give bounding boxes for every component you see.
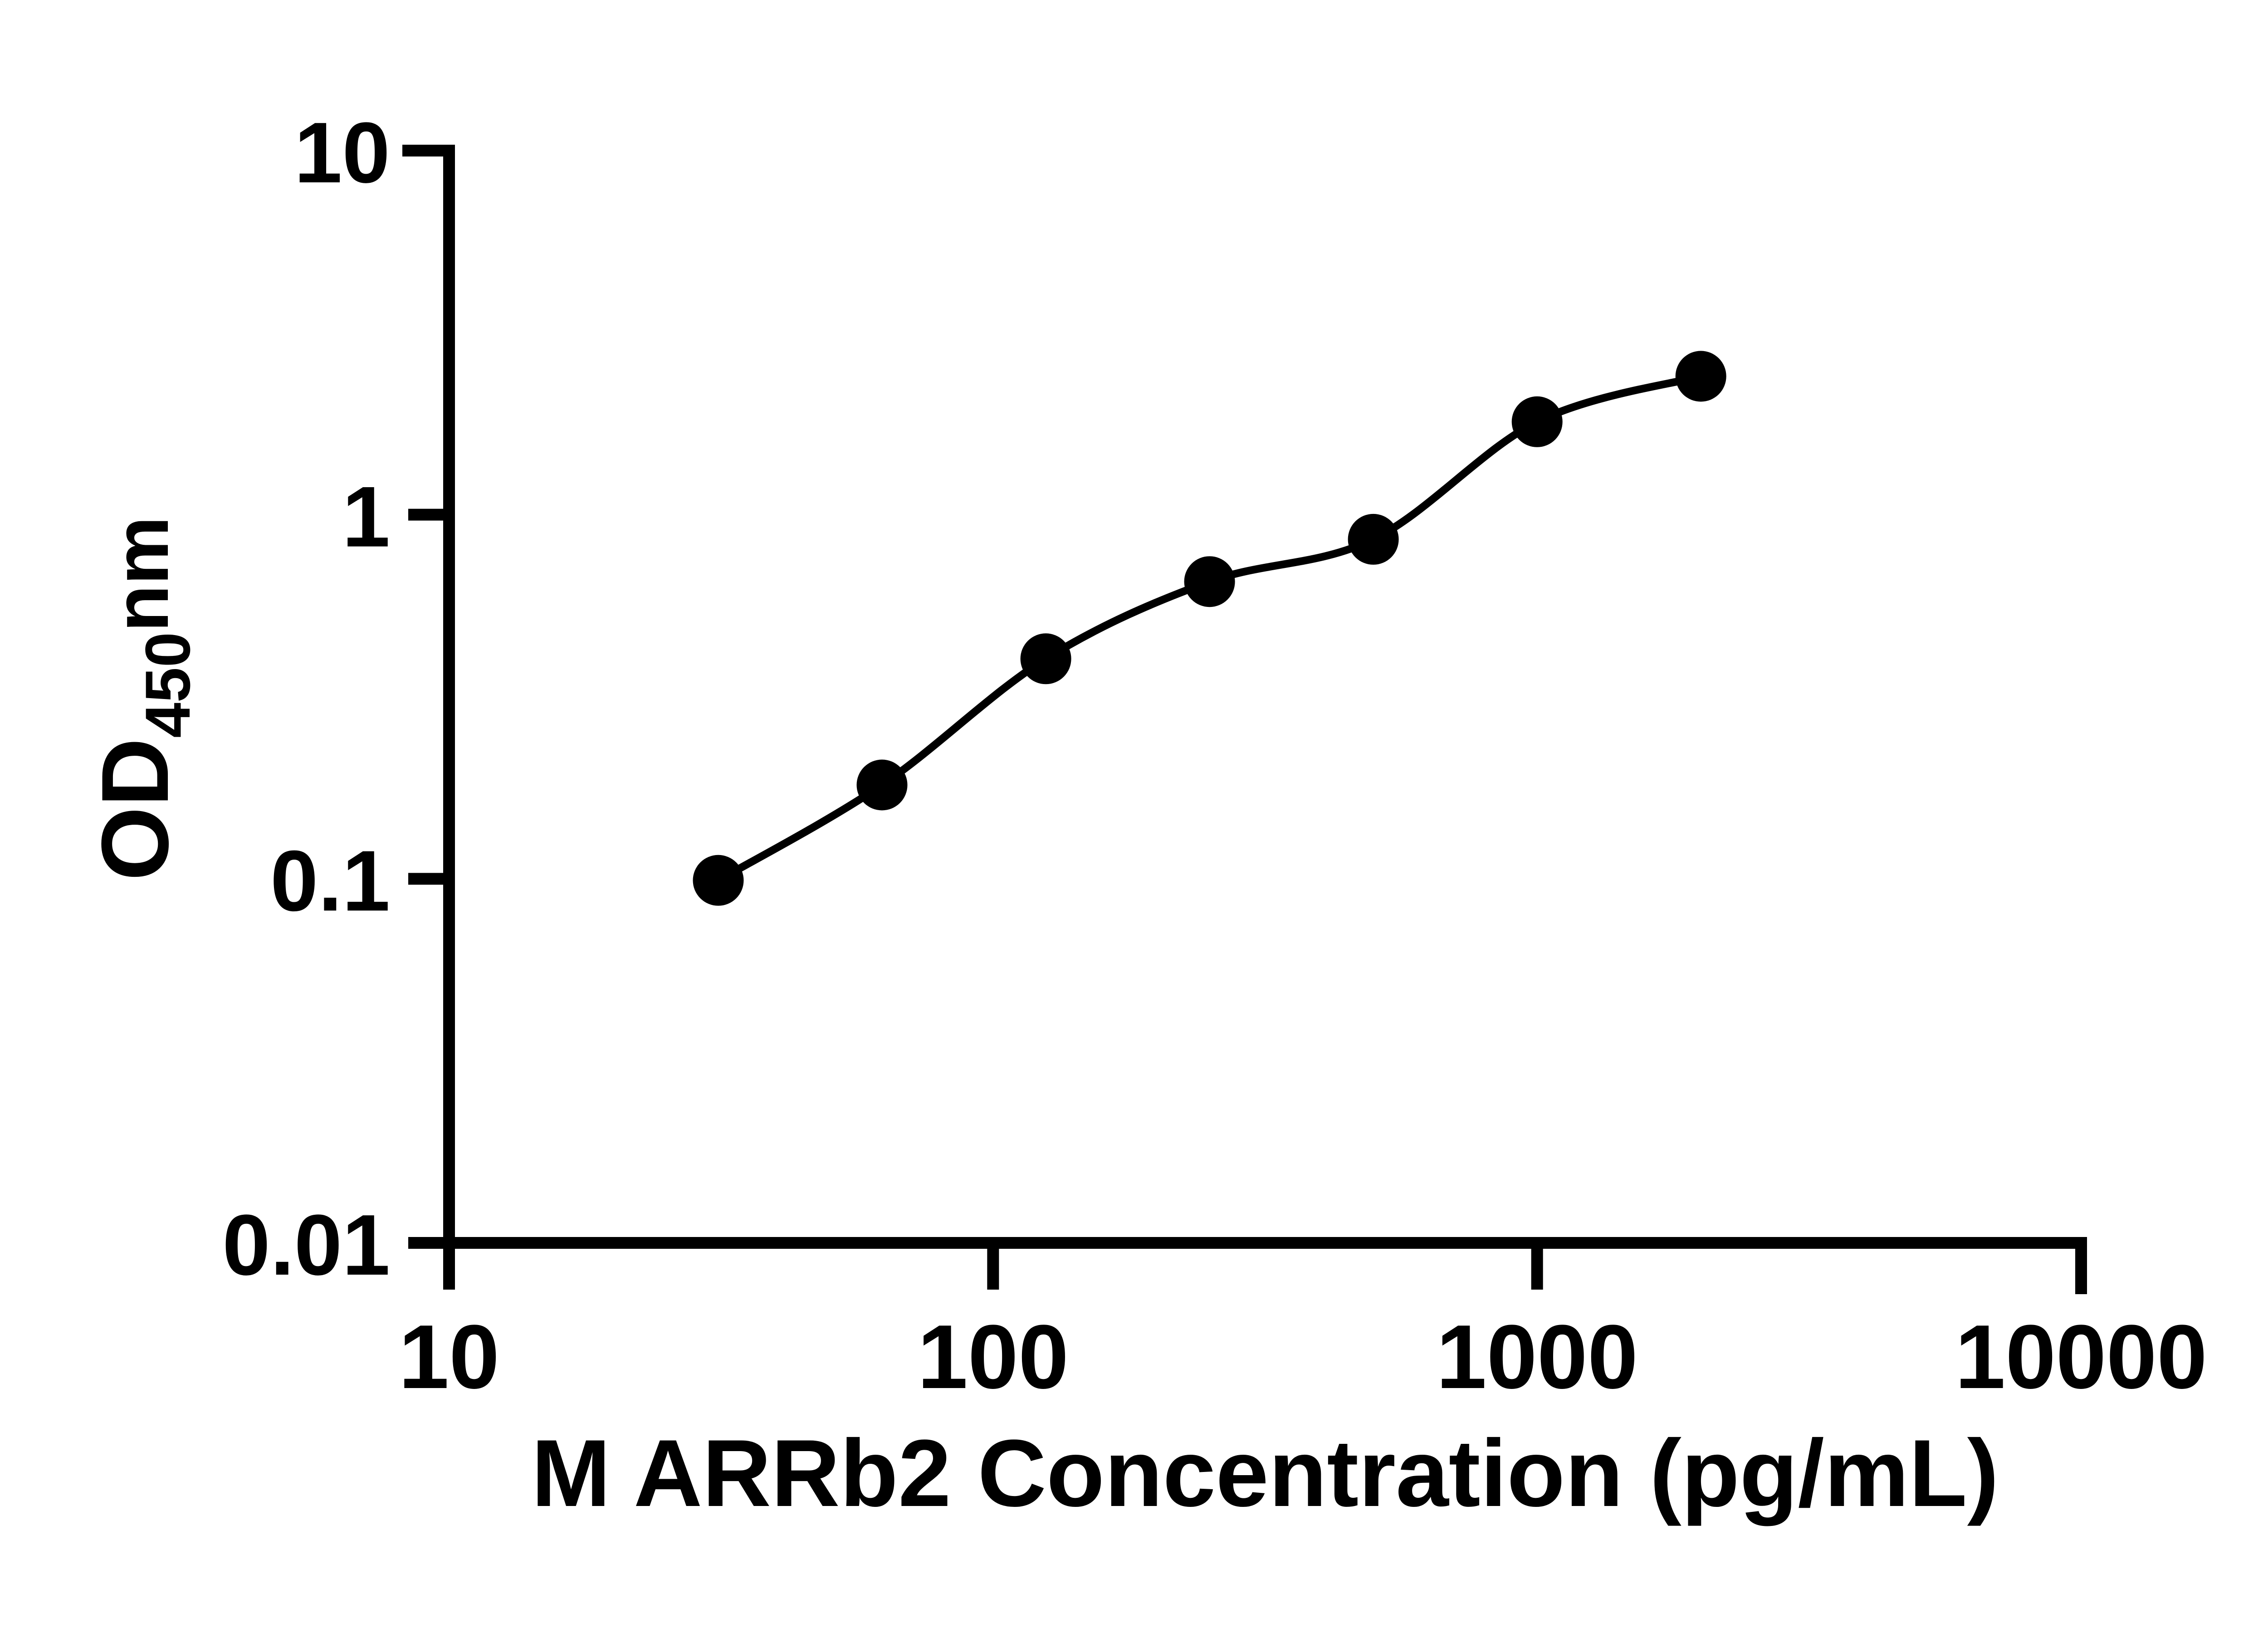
- x-axis-tick-labels: 10 100 1000 10000: [399, 1306, 2207, 1408]
- y-axis-title: OD450nm: [82, 516, 203, 881]
- data-point-5: [1511, 396, 1563, 447]
- svg-text:OD450nm: OD450nm: [82, 516, 203, 881]
- axes-group: [402, 145, 2087, 1294]
- fit-curve-line: [714, 372, 1705, 885]
- y-axis-title-subscript: 450: [132, 632, 203, 738]
- y-tick-label-10: 10: [294, 105, 390, 201]
- y-axis-tick-labels: 0.01 0.1 1 10: [222, 105, 390, 1293]
- y-tick-label-1: 1: [342, 469, 390, 565]
- data-point-2: [1020, 633, 1071, 684]
- data-point-6: [1675, 351, 1726, 402]
- y-tick-label-0.01: 0.01: [222, 1197, 390, 1293]
- data-point-3: [1184, 556, 1235, 607]
- x-tick-label-1000: 1000: [1436, 1306, 1638, 1408]
- y-tick-label-0.1: 0.1: [270, 833, 390, 929]
- y-axis-ticks: [408, 145, 449, 1249]
- x-tick-label-10000: 10000: [1955, 1306, 2207, 1408]
- data-point-4: [1348, 513, 1399, 565]
- x-axis-title: M ARRb2 Concentration (pg/mL): [531, 1420, 1999, 1526]
- data-point-1: [856, 759, 908, 811]
- data-point-0: [693, 855, 744, 906]
- y-axis-title-tail: nm: [98, 516, 185, 632]
- x-tick-label-100: 100: [917, 1306, 1069, 1408]
- y-axis-title-base: OD: [82, 738, 188, 881]
- x-tick-label-10: 10: [399, 1306, 499, 1408]
- x-axis-ticks: [443, 1243, 2087, 1290]
- data-point-markers: [693, 351, 1726, 906]
